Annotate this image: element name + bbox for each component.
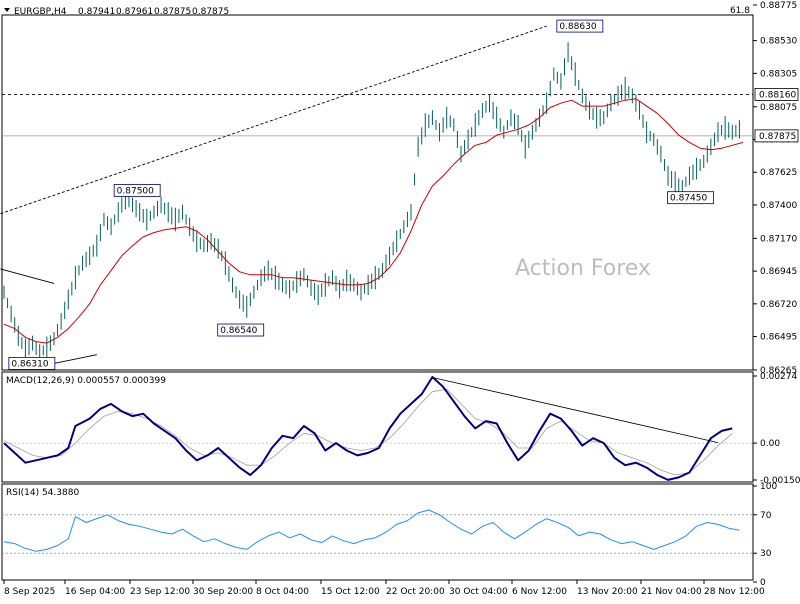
price-axis: 0.887750.885300.883050.880750.878500.876… bbox=[753, 1, 799, 376]
macd-series bbox=[2, 376, 753, 481]
price-trendline-2 bbox=[53, 354, 97, 364]
macd-axis-label: -0.001505 bbox=[760, 476, 800, 486]
time-axis-label: 21 Nov 04:00 bbox=[641, 587, 702, 597]
price-annotation-0.87500: 0.87500 bbox=[113, 184, 161, 197]
time-axis-label: 8 Oct 04:00 bbox=[256, 587, 309, 597]
price-trendline-1 bbox=[0, 268, 55, 284]
corner-value: 61.8 bbox=[730, 6, 750, 16]
price-trendline-0 bbox=[0, 25, 547, 215]
price-axis-label: 0.88530 bbox=[760, 37, 797, 47]
time-axis-label: 30 Oct 04:00 bbox=[449, 587, 508, 597]
price-axis-label: 0.86265 bbox=[760, 366, 797, 376]
rsi-axis-label: 0 bbox=[760, 578, 766, 588]
time-axis-label: 22 Oct 20:00 bbox=[386, 587, 445, 597]
price-annotation-box bbox=[556, 19, 604, 33]
time-axis-label: 13 Nov 20:00 bbox=[577, 587, 638, 597]
price-annotation-0.87450: 0.87450 bbox=[667, 191, 714, 205]
fib-level-tag-label: 0.88160 bbox=[759, 90, 796, 100]
time-axis-label: 23 Sep 12:00 bbox=[130, 587, 190, 597]
price-annotation-box bbox=[667, 191, 714, 205]
price-trendlines bbox=[0, 25, 547, 364]
time-axis-label: 6 Nov 12:00 bbox=[512, 587, 567, 597]
symbol-dropdown-icon[interactable] bbox=[4, 8, 10, 12]
rsi-axis-label: 70 bbox=[760, 511, 772, 521]
current-price-tag bbox=[754, 129, 799, 143]
rsi-line bbox=[3, 509, 740, 552]
price-annotation-label: 0.86310 bbox=[11, 359, 48, 369]
time-axis-label: 15 Oct 12:00 bbox=[321, 587, 380, 597]
macd-label: MACD(12,26,9) 0.000557 0.000399 bbox=[6, 376, 166, 386]
rsi-label: RSI(14) 54.3880 bbox=[6, 488, 79, 498]
ohlc-low: 0.87875 bbox=[154, 7, 191, 17]
fib-level-tag bbox=[754, 88, 799, 101]
price-annotation-0.86310: 0.86310 bbox=[8, 357, 56, 370]
price-annotations: 0.86310 0.87500 0.86540 0.88630 0.87450 bbox=[8, 19, 714, 370]
macd-trendline bbox=[432, 377, 719, 444]
time-axis-label: 28 Nov 12:00 bbox=[704, 587, 765, 597]
time-axis-label: 8 Sep 2025 bbox=[4, 587, 55, 597]
rsi-axis: 100 70 30 0 bbox=[753, 482, 777, 588]
time-axis-label: 16 Sep 04:00 bbox=[65, 587, 125, 597]
price-annotation-0.88630: 0.88630 bbox=[556, 19, 604, 33]
price-series bbox=[3, 42, 744, 363]
macd-axis-label: 0.00274 bbox=[760, 372, 797, 382]
price-axis-label: 0.88305 bbox=[760, 69, 797, 79]
price-annotation-box bbox=[113, 184, 161, 197]
price-axis-label: 0.87170 bbox=[760, 234, 797, 244]
rsi-axis-label: 100 bbox=[760, 482, 777, 492]
price-annotation-label: 0.88630 bbox=[559, 22, 596, 32]
time-axis: 8 Sep 2025 16 Sep 04:00 23 Sep 12:00 30 Sep… bbox=[3, 580, 765, 597]
macd-axis: 0.00274 0.00 -0.001505 bbox=[753, 372, 800, 486]
price-annotation-label: 0.87450 bbox=[670, 194, 707, 204]
price-annotation-box bbox=[8, 357, 56, 370]
price-reference-lines bbox=[2, 94, 753, 137]
price-axis-label: 0.86720 bbox=[760, 300, 797, 310]
moving-average-line bbox=[3, 98, 744, 344]
ohlc-close: 0.87875 bbox=[192, 7, 229, 17]
ohlc-high: 0.87961 bbox=[116, 7, 153, 17]
price-annotation-box bbox=[217, 323, 265, 337]
macd-main-line bbox=[3, 376, 733, 481]
price-axis-label: 0.86945 bbox=[760, 267, 797, 277]
price-axis-label: 0.86495 bbox=[760, 333, 797, 343]
rsi-axis-label: 30 bbox=[760, 549, 772, 559]
rsi-series bbox=[2, 509, 753, 554]
price-annotation-label: 0.87500 bbox=[117, 186, 154, 196]
rsi-panel-frame bbox=[1, 483, 754, 581]
price-annotation-label: 0.86540 bbox=[220, 326, 257, 336]
watermark-text: Action Forex bbox=[515, 256, 651, 281]
current-price-tag-label: 0.87875 bbox=[759, 132, 796, 142]
symbol-name: EURGBP,H4 bbox=[14, 7, 67, 17]
macd-axis-label: 0.00 bbox=[760, 439, 780, 449]
price-axis-label: 0.87400 bbox=[760, 201, 797, 211]
price-annotation-0.86540: 0.86540 bbox=[217, 323, 265, 337]
price-axis-label: 0.87625 bbox=[760, 168, 797, 178]
ohlc-open: 0.87941 bbox=[78, 7, 115, 17]
price-axis-label: 0.88075 bbox=[760, 103, 797, 113]
time-axis-label: 30 Sep 20:00 bbox=[193, 587, 253, 597]
price-axis-label: 0.88775 bbox=[760, 1, 797, 11]
